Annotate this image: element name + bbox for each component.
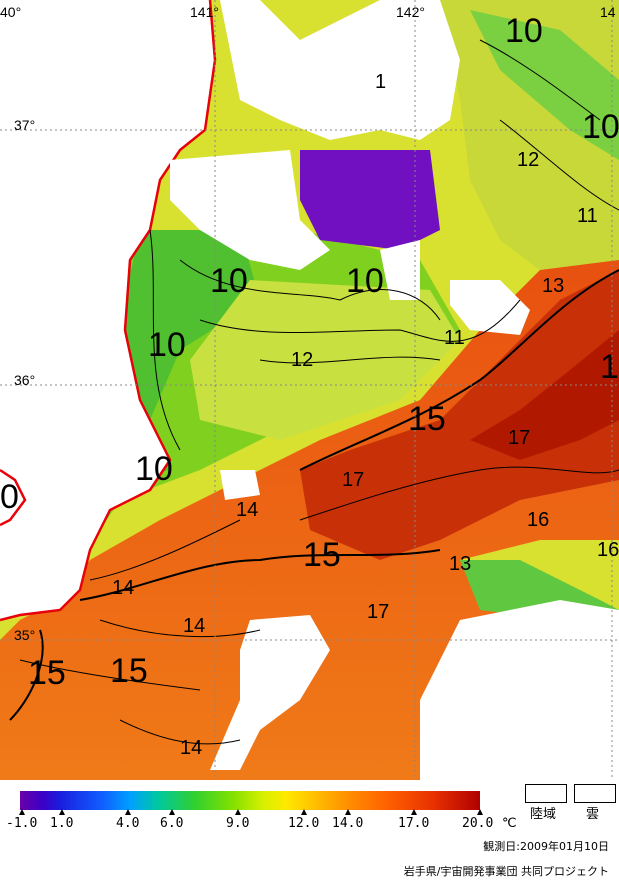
cloud-mid [380,240,420,300]
colorbar-unit: ℃ [502,816,517,831]
cloud-small [220,470,260,500]
contour-label: 0 [0,478,19,516]
colorbar-label: 6.0 [160,816,184,831]
contour-label: 16 [527,509,549,531]
contour-label: 14 [183,615,205,637]
contour-label: 14 [112,577,134,599]
contour-label: 12 [291,349,313,371]
colorbar-label: 1.0 [50,816,74,831]
cold-cell-central [300,150,440,250]
colorbar-label: 14.0 [332,816,364,831]
contour-label: 14 [236,499,258,521]
lon-label-142: 142° [396,4,425,20]
contour-labels: 10 10 12 11 1 10 10 10 13 11 12 1 15 17 … [0,12,619,759]
colorbar-tick [411,809,417,815]
contour-label: 15 [28,654,66,692]
contour-label: 10 [135,450,173,488]
cloud-south-east [420,600,619,780]
contour-label: 15 [408,400,446,438]
mid-temperature-region [190,280,460,440]
colorbar-tick [345,809,351,815]
kuroshio-core [470,330,619,460]
land-legend-swatch [525,784,567,803]
contour-label: 17 [367,601,389,623]
cloud-south [210,615,330,770]
contour-label: 10 [346,262,384,300]
lat-label-35: 35° [14,627,36,643]
colorbar-label: 4.0 [116,816,140,831]
colorbar-tick [477,809,483,815]
cloud-central [170,150,330,270]
cloud-legend-label: 雲 [586,807,600,822]
contour-label: 10 [505,12,543,50]
contour-label: 10 [148,326,186,364]
contour-label: 10 [210,262,248,300]
cloud-east [450,280,530,335]
contour-label: 1 [600,348,619,386]
cloud-north [220,0,460,140]
lat-label-36: 36° [14,372,36,388]
colorbar-tick [19,809,25,815]
graticule [0,0,619,780]
contour-label: 17 [508,427,530,449]
contour-label: 10 [582,108,619,146]
colorbar-tick [169,809,175,815]
contour-label: 11 [577,205,598,227]
land-area [0,0,215,620]
northeast-green [470,10,619,160]
contour-label: 13 [449,553,471,575]
temperature-colorbar [20,791,480,810]
contour-lines [9,39,619,745]
colorbar-label: 9.0 [226,816,250,831]
colorbar-tick [59,809,65,815]
contour-label: 11 [444,327,465,349]
coastline-small [0,468,27,527]
contour-label: 13 [542,275,564,297]
colorbar-label: -1.0 [6,816,38,831]
contour-label: 12 [517,149,539,171]
contour-label: 14 [180,737,202,759]
colorbar-label: 17.0 [398,816,430,831]
land-legend-label: 陸域 [530,807,557,822]
cloud-legend-swatch [574,784,616,803]
contour-label: 17 [342,469,364,491]
colorbar-label: 12.0 [288,816,320,831]
colorbar-tick [301,809,307,815]
colorbar-tick [125,809,131,815]
lon-label-143: 14 [600,4,616,20]
credit-text: 岩手県/宇宙開発事業団 共同プロジェクト [403,865,609,878]
lat-label-37: 37° [14,117,36,133]
lon-label-140: 40° [0,4,22,20]
contour-label: 1 [375,71,386,93]
colorbar-label: 20.0 [462,816,494,831]
sea-surface-temperature-map: 10 10 12 11 1 10 10 10 13 11 12 1 15 17 … [0,0,619,780]
coastline [0,0,217,622]
contour-label: 15 [110,652,148,690]
contour-label: 15 [303,536,341,574]
kuroshio-region [300,270,619,560]
colorbar-tick [235,809,241,815]
coastal-green-region [120,230,260,480]
contour-label: 16 [597,539,619,561]
lon-label-141: 141° [190,4,219,20]
observation-date: 観測日:2009年01月10日 [483,840,609,853]
